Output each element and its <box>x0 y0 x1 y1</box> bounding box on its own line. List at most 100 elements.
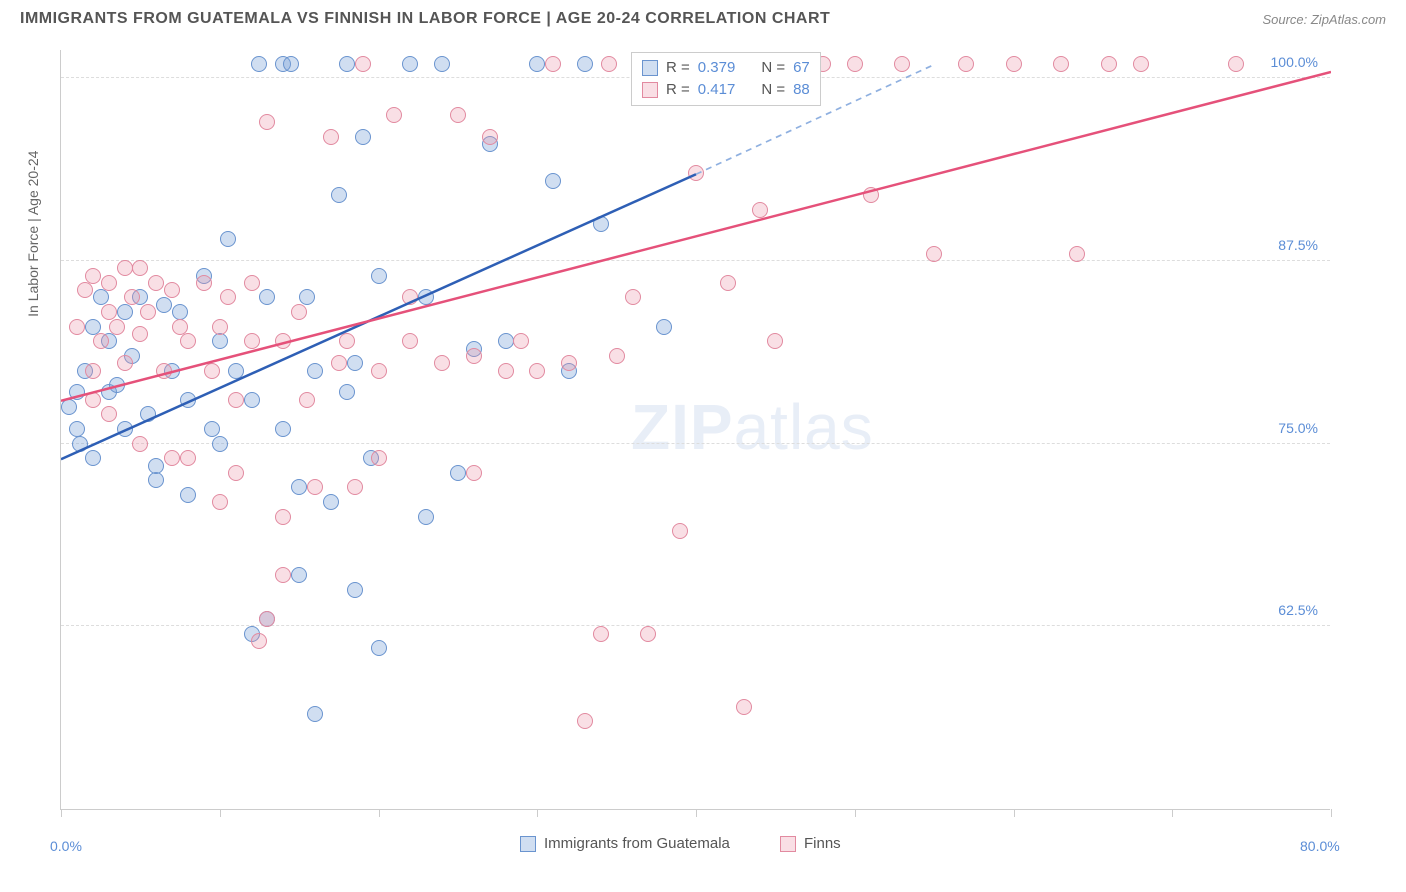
scatter-point-guatemala <box>244 392 260 408</box>
trend-line-finns <box>61 72 1331 401</box>
scatter-point-finns <box>513 333 529 349</box>
x-tick <box>537 809 538 817</box>
scatter-point-guatemala <box>148 458 164 474</box>
x-tick <box>220 809 221 817</box>
scatter-point-finns <box>220 289 236 305</box>
scatter-point-guatemala <box>291 567 307 583</box>
watermark-light: atlas <box>734 391 874 463</box>
scatter-point-guatemala <box>117 421 133 437</box>
scatter-point-finns <box>752 202 768 218</box>
x-tick <box>1014 809 1015 817</box>
scatter-point-finns <box>323 129 339 145</box>
scatter-point-guatemala <box>72 436 88 452</box>
scatter-point-guatemala <box>402 56 418 72</box>
scatter-point-guatemala <box>355 129 371 145</box>
scatter-point-guatemala <box>220 231 236 247</box>
scatter-point-guatemala <box>85 450 101 466</box>
grid-line <box>61 260 1330 261</box>
scatter-point-finns <box>672 523 688 539</box>
scatter-point-finns <box>593 626 609 642</box>
scatter-point-finns <box>212 494 228 510</box>
scatter-point-guatemala <box>69 384 85 400</box>
scatter-point-finns <box>228 465 244 481</box>
scatter-point-finns <box>69 319 85 335</box>
x-tick <box>379 809 380 817</box>
y-tick-label: 62.5% <box>1278 602 1318 618</box>
scatter-point-finns <box>466 348 482 364</box>
scatter-point-guatemala <box>156 297 172 313</box>
scatter-point-finns <box>101 304 117 320</box>
scatter-point-finns <box>1069 246 1085 262</box>
scatter-point-guatemala <box>339 56 355 72</box>
watermark-bold: ZIP <box>631 391 734 463</box>
scatter-point-finns <box>164 450 180 466</box>
legend-r-value: 0.379 <box>698 57 736 79</box>
legend-swatch <box>642 82 658 98</box>
scatter-point-finns <box>140 304 156 320</box>
scatter-point-finns <box>736 699 752 715</box>
scatter-point-finns <box>1228 56 1244 72</box>
scatter-point-finns <box>93 333 109 349</box>
x-tick-label-max: 80.0% <box>1300 838 1340 854</box>
scatter-point-guatemala <box>251 56 267 72</box>
chart-title: IMMIGRANTS FROM GUATEMALA VS FINNISH IN … <box>20 10 830 28</box>
scatter-point-finns <box>720 275 736 291</box>
scatter-point-guatemala <box>418 509 434 525</box>
scatter-point-finns <box>109 319 125 335</box>
scatter-point-finns <box>402 289 418 305</box>
scatter-point-guatemala <box>212 436 228 452</box>
scatter-point-finns <box>172 319 188 335</box>
scatter-point-finns <box>625 289 641 305</box>
scatter-point-finns <box>847 56 863 72</box>
scatter-point-guatemala <box>69 421 85 437</box>
scatter-point-finns <box>117 355 133 371</box>
scatter-point-guatemala <box>529 56 545 72</box>
scatter-point-guatemala <box>61 399 77 415</box>
scatter-point-finns <box>1053 56 1069 72</box>
scatter-point-finns <box>482 129 498 145</box>
scatter-point-finns <box>1101 56 1117 72</box>
legend-r-label: R = <box>666 57 690 79</box>
scatter-point-finns <box>180 333 196 349</box>
legend-swatch <box>780 836 796 852</box>
scatter-point-guatemala <box>498 333 514 349</box>
scatter-point-guatemala <box>371 640 387 656</box>
scatter-point-finns <box>275 567 291 583</box>
scatter-point-finns <box>204 363 220 379</box>
legend-n-label: N = <box>761 57 785 79</box>
y-tick-label: 75.0% <box>1278 420 1318 436</box>
scatter-point-finns <box>259 611 275 627</box>
scatter-point-guatemala <box>283 56 299 72</box>
legend-row: R =0.417N =88 <box>642 79 810 101</box>
scatter-point-guatemala <box>371 268 387 284</box>
scatter-point-finns <box>275 333 291 349</box>
scatter-point-finns <box>148 275 164 291</box>
scatter-point-finns <box>561 355 577 371</box>
scatter-point-guatemala <box>434 56 450 72</box>
chart-header: IMMIGRANTS FROM GUATEMALA VS FINNISH IN … <box>0 0 1406 33</box>
scatter-point-guatemala <box>291 479 307 495</box>
scatter-point-finns <box>85 268 101 284</box>
scatter-point-guatemala <box>275 421 291 437</box>
legend-n-label: N = <box>761 79 785 101</box>
scatter-point-finns <box>640 626 656 642</box>
scatter-point-finns <box>894 56 910 72</box>
scatter-point-finns <box>958 56 974 72</box>
scatter-point-guatemala <box>109 377 125 393</box>
legend-label: Finns <box>804 835 841 852</box>
scatter-point-guatemala <box>259 289 275 305</box>
scatter-point-finns <box>529 363 545 379</box>
series-legend-item: Immigrants from Guatemala <box>520 835 730 852</box>
scatter-point-finns <box>132 260 148 276</box>
scatter-chart: ZIPatlas 62.5%75.0%87.5%100.0%R =0.379N … <box>60 50 1330 810</box>
scatter-point-finns <box>212 319 228 335</box>
scatter-point-finns <box>132 436 148 452</box>
scatter-point-finns <box>132 326 148 342</box>
scatter-point-finns <box>228 392 244 408</box>
scatter-point-finns <box>371 363 387 379</box>
scatter-point-finns <box>196 275 212 291</box>
scatter-point-guatemala <box>656 319 672 335</box>
scatter-point-guatemala <box>228 363 244 379</box>
scatter-point-guatemala <box>180 392 196 408</box>
scatter-point-finns <box>601 56 617 72</box>
